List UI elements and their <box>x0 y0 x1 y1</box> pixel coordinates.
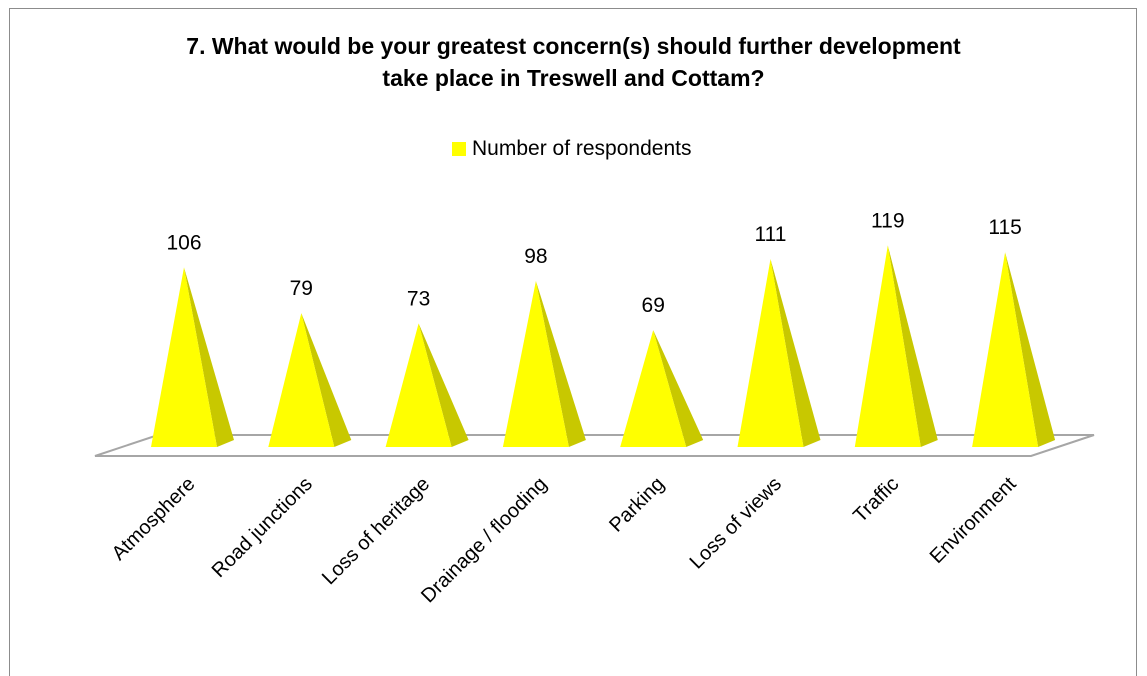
bar-side-face <box>770 258 821 447</box>
bar-2 <box>268 313 352 447</box>
legend-swatch <box>452 142 466 156</box>
chart-legend: Number of respondents <box>452 137 691 161</box>
chart-title-line-2: take place in Treswell and Cottam? <box>382 65 765 91</box>
category-label: Drainage / flooding <box>417 473 551 607</box>
bar-front-face <box>385 323 452 447</box>
chart-frame <box>9 8 1137 676</box>
category-label: Loss of views <box>686 473 786 573</box>
category-label: Road junctions <box>208 473 317 582</box>
data-label: 111 <box>755 223 787 246</box>
bar-side-face <box>184 267 234 447</box>
category-label: Environment <box>926 473 1021 568</box>
bar-6 <box>737 258 821 447</box>
chart-floor <box>94 434 1095 457</box>
bar-3 <box>385 323 469 447</box>
bar-front-face <box>737 258 804 447</box>
category-label: Parking <box>605 473 669 537</box>
bar-side-face <box>653 330 704 447</box>
data-label: 73 <box>407 287 430 310</box>
bar-4 <box>502 280 586 447</box>
data-label: 98 <box>524 245 547 268</box>
bar-5 <box>620 330 704 447</box>
bar-8 <box>972 252 1056 447</box>
bar-front-face <box>854 245 921 447</box>
bar-side-face <box>418 323 469 447</box>
category-label: Loss of heritage <box>318 473 434 589</box>
bar-front-face <box>151 267 217 447</box>
bar-front-face <box>972 252 1039 447</box>
chart-title: 7. What would be your greatest concern(s… <box>0 30 1147 94</box>
bar-7 <box>854 245 938 447</box>
bar-1 <box>151 267 234 447</box>
chart-title-line-1: 7. What would be your greatest concern(s… <box>186 33 961 59</box>
bar-front-face <box>620 330 687 447</box>
bar-front-face <box>502 280 569 447</box>
bar-side-face <box>301 313 352 447</box>
bar-side-face <box>1005 252 1056 447</box>
legend-label: Number of respondents <box>472 137 692 160</box>
category-label: Atmosphere <box>108 473 200 565</box>
bar-side-face <box>887 245 938 447</box>
bar-front-face <box>268 313 335 447</box>
data-label: 119 <box>871 209 904 232</box>
data-label: 106 <box>166 231 201 254</box>
bar-side-face <box>535 280 586 447</box>
category-label: Traffic <box>849 473 903 527</box>
data-label: 79 <box>290 277 313 300</box>
data-label: 69 <box>642 294 665 317</box>
data-label: 115 <box>988 216 1021 239</box>
